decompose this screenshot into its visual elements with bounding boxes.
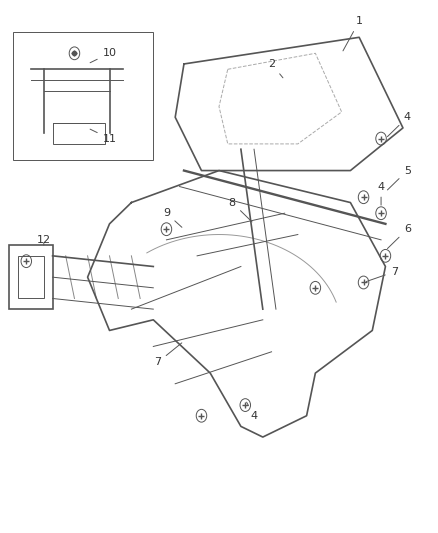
Text: 1: 1	[343, 17, 363, 51]
Text: 4: 4	[247, 402, 258, 421]
Bar	[9, 245, 53, 309]
Text: 7: 7	[154, 343, 182, 367]
Text: 2: 2	[268, 59, 283, 78]
Text: 6: 6	[388, 224, 411, 248]
Text: 7: 7	[366, 267, 398, 281]
Text: 11: 11	[90, 129, 117, 143]
Text: 4: 4	[388, 112, 411, 136]
Bar	[18, 256, 44, 298]
Text: 8: 8	[229, 198, 252, 222]
Text: 5: 5	[388, 166, 411, 190]
Text: 10: 10	[90, 49, 117, 63]
Text: 9: 9	[163, 208, 182, 227]
Bar	[13, 32, 153, 160]
Text: 12: 12	[37, 235, 51, 245]
Bar	[53, 123, 105, 144]
Text: 4: 4	[378, 182, 385, 205]
